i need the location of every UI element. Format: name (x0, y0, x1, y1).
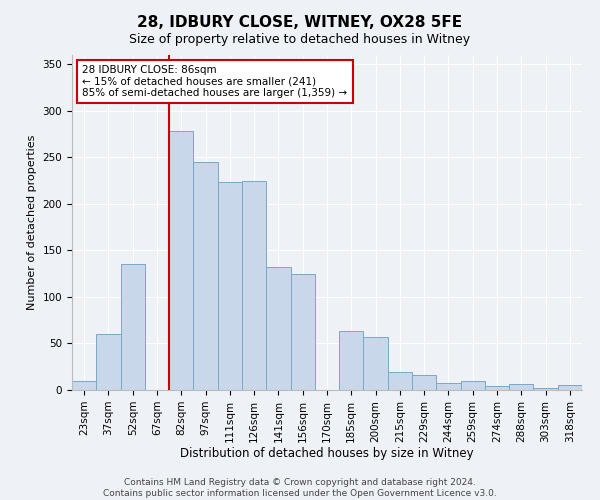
Text: 28 IDBURY CLOSE: 86sqm
← 15% of detached houses are smaller (241)
85% of semi-de: 28 IDBURY CLOSE: 86sqm ← 15% of detached… (82, 65, 347, 98)
Bar (290, 274, 315, 390)
Text: Contains HM Land Registry data © Crown copyright and database right 2024.
Contai: Contains HM Land Registry data © Crown c… (103, 478, 497, 498)
Bar (266, 267, 290, 390)
Bar (533, 388, 558, 390)
Bar (364, 337, 388, 390)
X-axis label: Distribution of detached houses by size in Witney: Distribution of detached houses by size … (180, 448, 474, 460)
Bar (485, 386, 509, 390)
Bar (509, 384, 533, 390)
Bar (72, 380, 96, 390)
Text: 28, IDBURY CLOSE, WITNEY, OX28 5FE: 28, IDBURY CLOSE, WITNEY, OX28 5FE (137, 15, 463, 30)
Bar (461, 380, 485, 390)
Text: Size of property relative to detached houses in Witney: Size of property relative to detached ho… (130, 32, 470, 46)
Bar (242, 180, 266, 390)
Bar (121, 264, 145, 390)
Bar (193, 162, 218, 390)
Bar (169, 132, 193, 390)
Bar (96, 334, 121, 390)
Bar (558, 386, 582, 390)
Bar (339, 332, 364, 390)
Bar (388, 372, 412, 390)
Bar (436, 382, 461, 390)
Bar (218, 182, 242, 390)
Bar (412, 375, 436, 390)
Y-axis label: Number of detached properties: Number of detached properties (27, 135, 37, 310)
